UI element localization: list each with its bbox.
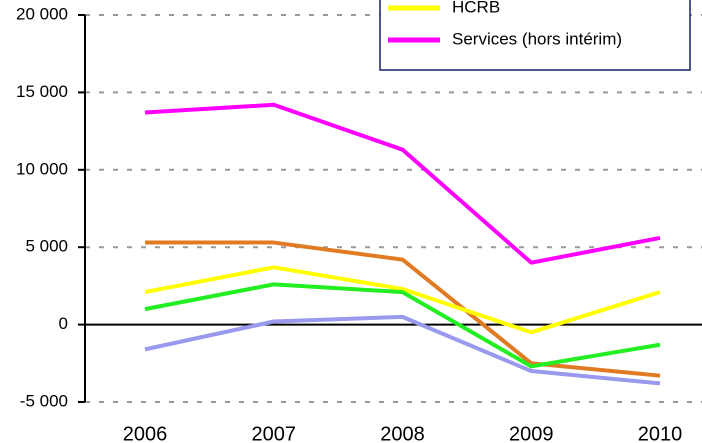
y-tick-label: 20 000 — [16, 4, 68, 23]
legend-box — [379, 0, 691, 71]
x-tick-label: 2009 — [509, 423, 554, 443]
series-line — [144, 282, 661, 369]
y-tick-label: 10 000 — [16, 159, 68, 178]
x-tick-label: 2006 — [123, 423, 168, 443]
y-tick-label: 15 000 — [16, 82, 68, 101]
y-tick-label: 5 000 — [25, 237, 68, 256]
legend-label: HCRB — [452, 0, 500, 16]
series-line — [144, 314, 661, 386]
x-tick-label: 2008 — [380, 423, 425, 443]
x-tick-label: 2007 — [252, 423, 297, 443]
series-line — [144, 265, 661, 335]
y-tick-label: 0 — [59, 314, 68, 333]
series-line — [144, 102, 661, 265]
legend-label: Services (hors intérim) — [452, 29, 622, 48]
x-tick-label: 2010 — [638, 423, 683, 443]
series-line — [145, 240, 661, 378]
y-tick-label: -5 000 — [20, 391, 68, 410]
